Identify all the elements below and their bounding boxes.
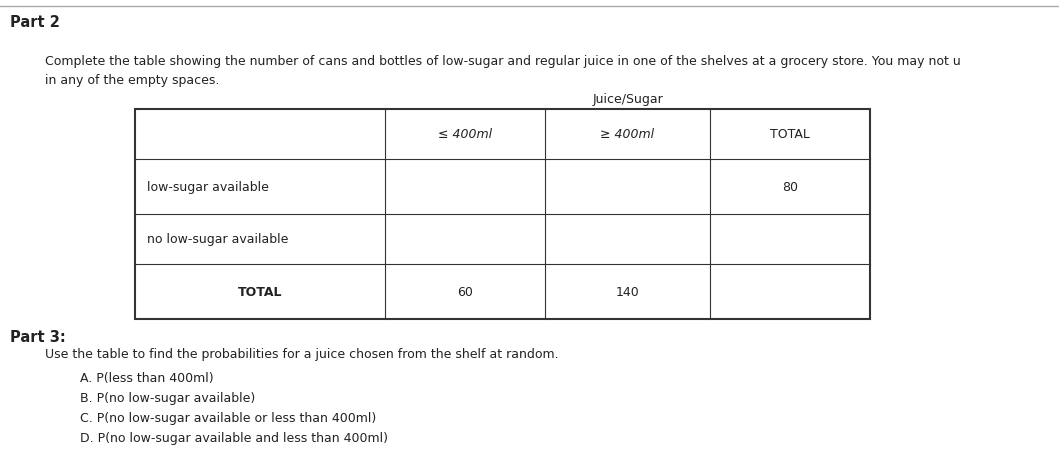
Text: 140: 140 [615,285,640,299]
Text: low-sugar available: low-sugar available [147,180,269,193]
Text: no low-sugar available: no low-sugar available [147,233,288,246]
Text: C. P(no low-sugar available or less than 400ml): C. P(no low-sugar available or less than… [80,411,376,424]
Text: TOTAL: TOTAL [238,285,283,299]
Text: 60: 60 [457,285,473,299]
Text: A. P(less than 400ml): A. P(less than 400ml) [80,371,214,384]
Bar [134,110,870,319]
Text: Part 2: Part 2 [10,15,60,30]
Text: Use the table to find the probabilities for a juice chosen from the shelf at ran: Use the table to find the probabilities … [44,347,559,360]
Text: TOTAL: TOTAL [770,128,810,141]
Text: 80: 80 [782,180,798,193]
Text: ≤ 400ml: ≤ 400ml [438,128,492,141]
Text: Complete the table showing the number of cans and bottles of low-sugar and regul: Complete the table showing the number of… [44,55,961,68]
Text: Juice/Sugar: Juice/Sugar [592,93,663,106]
Text: D. P(no low-sugar available and less than 400ml): D. P(no low-sugar available and less tha… [80,431,388,444]
Text: Part 3:: Part 3: [10,329,66,344]
Text: B. P(no low-sugar available): B. P(no low-sugar available) [80,391,255,404]
Text: ≥ 400ml: ≥ 400ml [600,128,654,141]
Text: in any of the empty spaces.: in any of the empty spaces. [44,74,219,87]
